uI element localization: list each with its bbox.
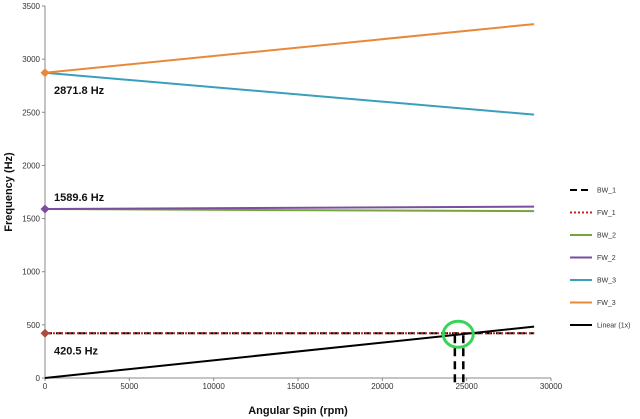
annotation-label: 1589.6 Hz bbox=[54, 192, 105, 204]
y-tick-label: 500 bbox=[27, 321, 41, 330]
series-line-bw-3 bbox=[44, 71, 535, 116]
crossing-highlight-circle bbox=[441, 319, 475, 349]
legend: BW_1 FW_1 BW_2 FW_2 BW_3 FW_3 Linear (1x) bbox=[570, 188, 630, 330]
x-tick-label: 0 bbox=[43, 382, 48, 391]
series-lines bbox=[44, 23, 535, 379]
plot-axes bbox=[44, 6, 551, 379]
legend-label: FW_2 bbox=[597, 255, 616, 262]
y-tick-label: 1000 bbox=[22, 268, 40, 277]
annotation-label: 2871.8 Hz bbox=[54, 85, 105, 97]
x-axis-label: Angular Spin (rpm) bbox=[248, 405, 348, 417]
legend-label: FW_1 bbox=[597, 210, 616, 217]
series-line-fw-2 bbox=[44, 205, 535, 211]
x-tick-label: 5000 bbox=[120, 382, 138, 391]
annotation-marker bbox=[40, 328, 50, 338]
x-tick-label: 25000 bbox=[456, 382, 479, 391]
y-tick-label: 0 bbox=[36, 374, 41, 383]
y-tick-label: 3000 bbox=[22, 55, 40, 64]
annotation-label: 420.5 Hz bbox=[54, 345, 99, 357]
legend-label: Linear (1x) bbox=[597, 323, 630, 330]
y-tick-label: 1500 bbox=[22, 215, 40, 224]
y-tick-label: 3500 bbox=[22, 2, 40, 11]
crossing-highlight bbox=[441, 319, 475, 384]
legend-label: FW_3 bbox=[597, 300, 616, 307]
y-tick-label: 2500 bbox=[22, 108, 40, 117]
legend-label: BW_1 bbox=[597, 188, 616, 195]
frequency-annotations: 2871.8 Hz 1589.6 Hz 420.5 Hz bbox=[40, 68, 105, 357]
x-tick-label: 10000 bbox=[203, 382, 226, 391]
legend-label: BW_2 bbox=[597, 233, 616, 240]
y-axis-label: Frequency (Hz) bbox=[3, 152, 15, 232]
series-line-linear-1x bbox=[44, 325, 535, 379]
y-tick-labels: 0 500 1000 1500 2000 2500 3000 3500 bbox=[22, 2, 45, 383]
x-tick-labels: 0 5000 10000 15000 20000 25000 30000 bbox=[43, 378, 563, 391]
x-tick-label: 20000 bbox=[371, 382, 394, 391]
series-line-fw-3 bbox=[44, 23, 535, 74]
legend-label: BW_3 bbox=[597, 278, 616, 285]
annotation-marker bbox=[40, 204, 50, 214]
y-tick-label: 2000 bbox=[22, 161, 40, 170]
x-tick-label: 15000 bbox=[287, 382, 310, 391]
annotation-marker bbox=[40, 68, 50, 78]
x-tick-label: 30000 bbox=[540, 382, 563, 391]
